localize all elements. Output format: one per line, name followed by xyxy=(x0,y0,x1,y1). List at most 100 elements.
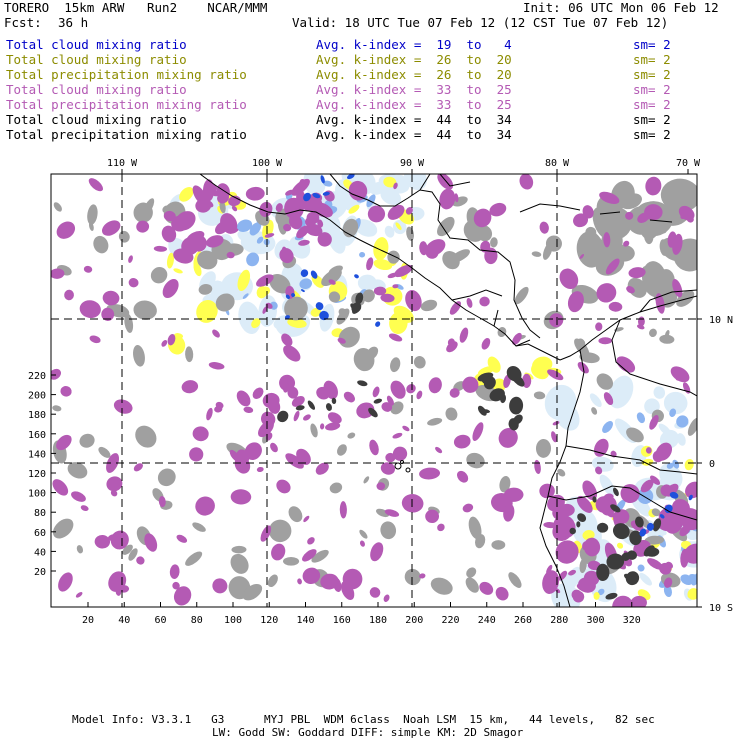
convective-core xyxy=(629,530,642,546)
convective-core xyxy=(596,522,609,533)
precip-blob-purple xyxy=(559,503,575,517)
cloud-blob-gray xyxy=(445,407,458,421)
precip-blob-purple xyxy=(672,233,683,255)
convective-core xyxy=(307,400,316,410)
precip-blob-purple xyxy=(542,570,560,594)
convective-core xyxy=(569,527,576,535)
cloud-blob-gray xyxy=(465,577,479,593)
y-tick-label: 180 xyxy=(28,410,46,421)
precip-blob-purple xyxy=(425,509,440,524)
cloud-blob-gray xyxy=(135,425,157,448)
precip-blob-yellow xyxy=(593,591,600,600)
precip-blob-purple xyxy=(582,480,598,501)
convective-core xyxy=(483,376,496,390)
cloud-blob-gray xyxy=(198,284,213,295)
cloud-blob-light xyxy=(639,572,652,586)
legend-row: Total cloud mixing ratio Avg. k-index = 3… xyxy=(6,82,726,97)
precip-blob-purple xyxy=(489,202,507,217)
latitude-label: 0 xyxy=(709,459,715,470)
precip-blob-purple xyxy=(296,225,310,239)
precip-blob-purple xyxy=(259,201,273,217)
precip-blob-purple xyxy=(337,337,346,344)
precip-blob-purple xyxy=(153,245,168,252)
precip-blob-purple xyxy=(133,463,143,472)
y-tick-label: 220 xyxy=(28,371,46,382)
cloud-blob-gray xyxy=(328,291,341,303)
forecast-label: Fcst: xyxy=(4,15,42,30)
cloud-blob-gray xyxy=(133,202,153,223)
precip-blob-purple xyxy=(652,450,664,463)
legend-field: Total cloud mixing ratio xyxy=(6,52,187,67)
precip-blob-purple xyxy=(339,501,347,519)
cloud-blob-light xyxy=(658,423,671,436)
precip-blob-purple xyxy=(288,214,303,230)
convective-core xyxy=(509,396,524,415)
x-tick-label: 220 xyxy=(441,615,459,626)
precip-blob-purple xyxy=(472,422,484,441)
precip-blob-purple xyxy=(56,221,76,239)
cloud-blob-gray xyxy=(230,553,249,574)
precip-blob-purple xyxy=(297,578,302,585)
precip-blob-purple xyxy=(317,219,324,228)
cloud-blob-gray xyxy=(269,274,291,294)
precip-blob-purple xyxy=(419,241,428,256)
cloud-blob-blue xyxy=(636,412,646,424)
precip-blob-purple xyxy=(260,525,272,542)
precip-blob-purple xyxy=(559,268,579,290)
cloud-blob-gray xyxy=(387,250,400,264)
precip-blob-purple xyxy=(380,462,396,475)
precip-blob-purple xyxy=(348,180,368,201)
cloud-blob-gray xyxy=(215,293,235,312)
cloud-blob-gray xyxy=(430,577,453,595)
precip-blob-purple xyxy=(546,564,553,574)
physics-info: LW: Godd SW: Goddard DIFF: simple KM: 2D… xyxy=(212,726,524,739)
cloud-blob-light xyxy=(544,384,577,421)
precip-blob-purple xyxy=(620,484,640,504)
precip-blob-yellow xyxy=(373,237,389,261)
cloud-blob-gray xyxy=(150,267,168,284)
precip-blob-purple xyxy=(616,356,636,373)
cloud-blob-blue xyxy=(366,194,376,208)
convective-core xyxy=(357,380,368,387)
cloud-blob-gray xyxy=(404,568,421,586)
precip-blob-purple xyxy=(425,239,446,256)
precip-blob-yellow xyxy=(166,252,175,269)
x-tick-label: 240 xyxy=(478,615,496,626)
precip-blob-purple xyxy=(64,289,74,301)
precip-blob-purple xyxy=(625,211,634,220)
cloud-blob-dark-blue xyxy=(300,289,305,292)
cloud-blob-gray xyxy=(390,357,401,373)
precip-blob-purple xyxy=(161,225,177,243)
precip-blob-purple xyxy=(312,202,333,218)
precip-blob-purple xyxy=(428,377,442,394)
cloud-blob-gray xyxy=(366,346,379,360)
cloud-blob-gray xyxy=(533,391,546,400)
precip-blob-purple xyxy=(608,301,623,312)
y-tick-label: 160 xyxy=(28,430,46,441)
cloud-blob-gray xyxy=(363,476,370,484)
precip-blob-purple xyxy=(262,306,268,314)
precip-blob-purple xyxy=(202,179,215,202)
cloud-blob-gray xyxy=(321,268,342,287)
cloud-blob-gray xyxy=(288,506,303,523)
precip-blob-purple xyxy=(392,284,399,289)
cloud-blob-gray xyxy=(644,535,665,545)
legend-smoothing: sm= 2 xyxy=(633,82,671,97)
precip-blob-purple xyxy=(576,495,593,513)
precip-blob-yellow xyxy=(179,187,194,202)
cloud-blob-gray xyxy=(284,296,308,321)
convective-core xyxy=(368,407,378,418)
precip-blob-purple xyxy=(387,272,398,279)
axis-ticks: 20 40 60 80 100 120 140 160 180 200 220 240 260 280 30… xyxy=(28,158,733,626)
precip-blob-purple xyxy=(394,264,413,278)
precip-blob-purple xyxy=(369,439,379,456)
legend-row: Total cloud mixing ratio Avg. k-index = 1… xyxy=(6,37,726,52)
precip-blob-purple xyxy=(626,286,635,294)
precip-blob-purple xyxy=(195,198,212,213)
precip-blob-purple xyxy=(388,333,403,342)
x-tick-label: 60 xyxy=(154,615,166,626)
cloud-blob-blue xyxy=(249,222,262,236)
cloud-blob-blue xyxy=(689,573,697,580)
precip-blob-purple xyxy=(576,583,591,593)
cloud-blob-light xyxy=(608,375,634,409)
